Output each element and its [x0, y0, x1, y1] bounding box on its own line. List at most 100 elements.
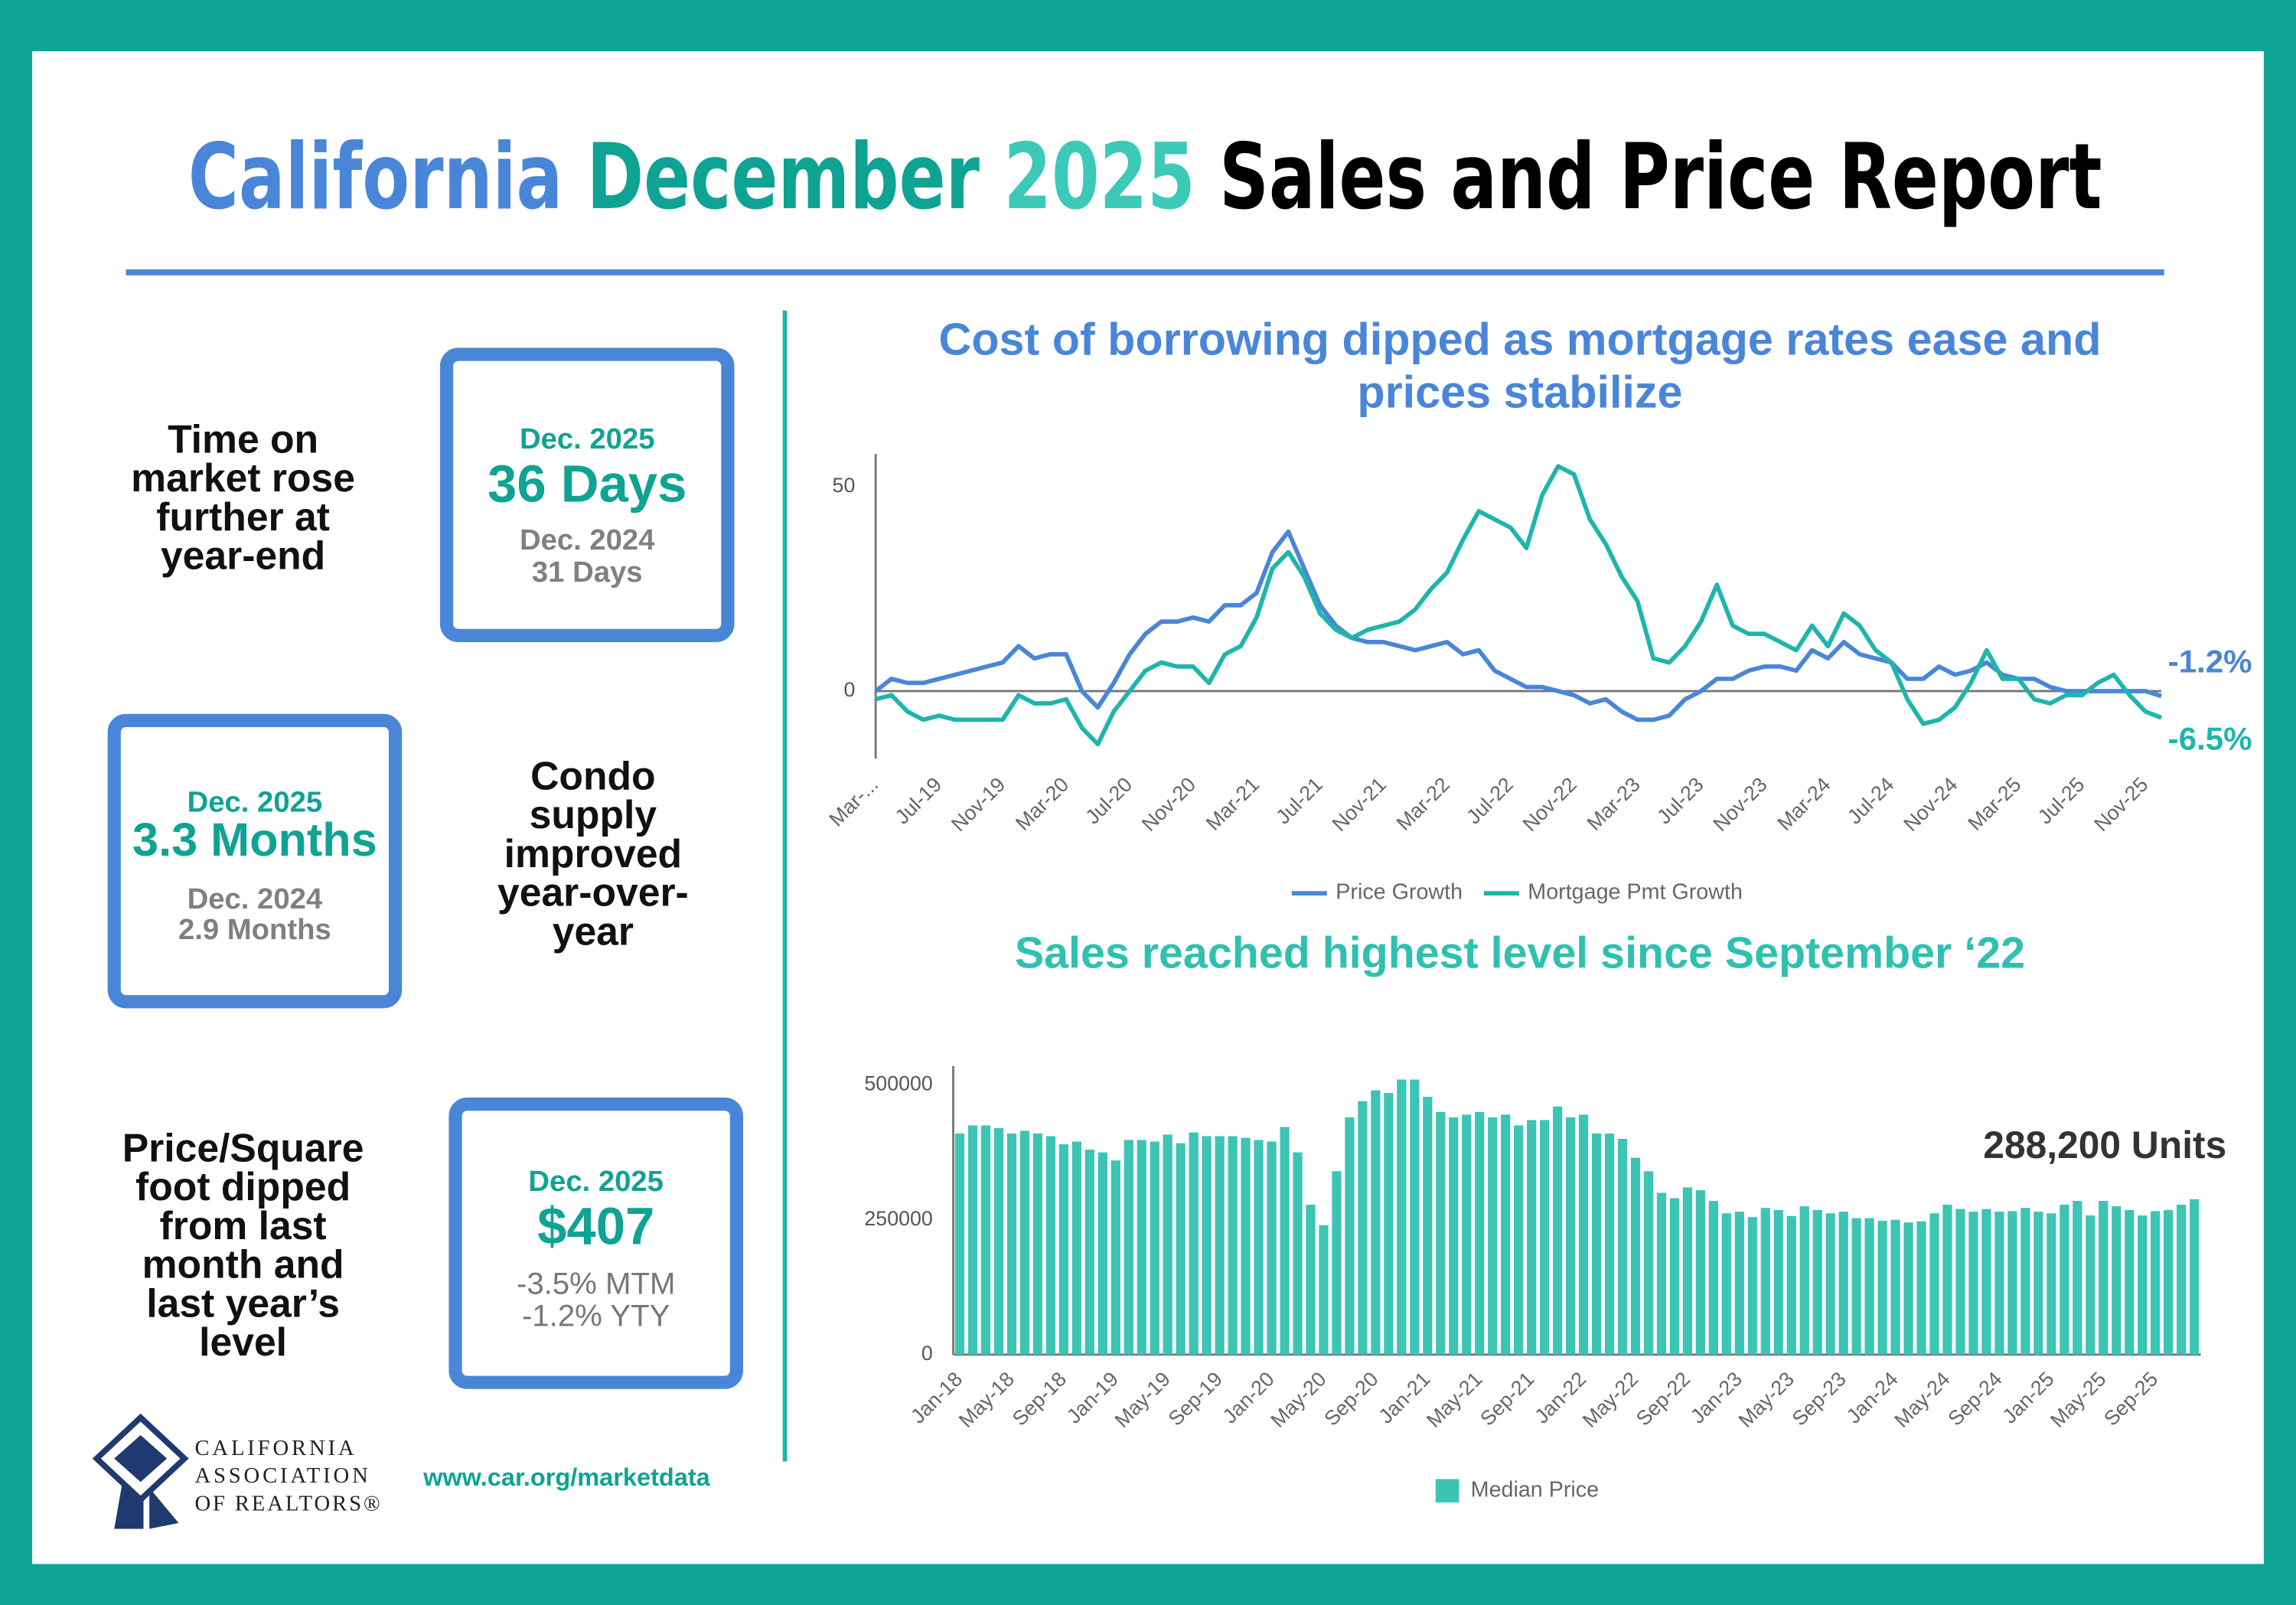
- bar: [1110, 1160, 1120, 1355]
- bar: [1695, 1189, 1706, 1355]
- bar: [1280, 1127, 1290, 1355]
- page-title: California December 2025 Sales and Price…: [188, 124, 2102, 230]
- y-tick-label: 0: [843, 678, 855, 701]
- stat-prior-period: Dec. 2024: [520, 524, 655, 556]
- bar: [1553, 1106, 1563, 1355]
- bar: [2086, 1215, 2095, 1355]
- bar: [1760, 1208, 1770, 1355]
- bar: [1319, 1225, 1329, 1355]
- legend-swatch: [1435, 1479, 1459, 1503]
- bar: [1345, 1117, 1355, 1355]
- bar: [1591, 1133, 1602, 1355]
- bar: [1942, 1204, 1952, 1355]
- bar: [1241, 1137, 1251, 1355]
- bar: [2138, 1215, 2148, 1355]
- bar: [1682, 1187, 1693, 1355]
- data-label: -6.5%: [2168, 720, 2252, 756]
- stat-description: level: [199, 1320, 287, 1364]
- bar: [1124, 1140, 1133, 1355]
- y-tick-label: 0: [921, 1342, 933, 1365]
- stat-change: -3.5% MTM: [517, 1267, 675, 1301]
- bar: [1084, 1150, 1094, 1355]
- bar: [1488, 1117, 1498, 1355]
- stat-value: 36 Days: [488, 454, 687, 513]
- bar: [1721, 1213, 1731, 1355]
- bar: [2190, 1199, 2200, 1355]
- stat-description: Condo: [530, 754, 655, 798]
- legend-label: Median Price: [1471, 1477, 1599, 1502]
- bar: [1423, 1097, 1433, 1355]
- chart-title: Cost of borrowing dipped as mortgage rat…: [939, 313, 2102, 364]
- bar: [1137, 1140, 1146, 1355]
- stat-period: Dec. 2025: [188, 786, 323, 819]
- bar: [993, 1127, 1004, 1355]
- bar: [1838, 1212, 1848, 1355]
- stat-description: year: [553, 909, 634, 953]
- bar: [1058, 1144, 1068, 1355]
- bar: [1189, 1132, 1199, 1355]
- org-name: CALIFORNIA: [194, 1436, 357, 1460]
- stat-description: Time on: [168, 416, 318, 461]
- title-part: December: [587, 124, 980, 230]
- bar: [1527, 1120, 1537, 1355]
- bar: [2020, 1208, 2030, 1355]
- bar: [2112, 1206, 2122, 1355]
- bar: [1475, 1111, 1485, 1355]
- stat-box: [107, 713, 403, 1009]
- stat-change: -1.2% YTY: [522, 1299, 670, 1333]
- bar: [1708, 1201, 1718, 1355]
- bar: [1929, 1213, 1939, 1355]
- bar: [1462, 1114, 1472, 1355]
- stat-description: month and: [142, 1242, 344, 1287]
- bar: [1565, 1117, 1576, 1355]
- line-series: [875, 464, 2163, 747]
- stat-description: improved: [504, 831, 682, 876]
- y-tick-label: 250000: [864, 1207, 932, 1230]
- bar: [1019, 1130, 1030, 1355]
- title-part: Sales and Price Report: [1219, 124, 2102, 230]
- bar: [954, 1133, 965, 1355]
- stat-description: foot dipped: [135, 1164, 351, 1209]
- bar: [2125, 1210, 2135, 1355]
- bar: [1656, 1192, 1667, 1355]
- stat-box: [439, 347, 735, 642]
- bar: [1228, 1136, 1238, 1355]
- chart-title: prices stabilize: [1357, 366, 1682, 417]
- stat-description: from last: [160, 1203, 327, 1248]
- bar: [1786, 1215, 1796, 1355]
- bar: [1773, 1210, 1783, 1355]
- stat-period: Dec. 2025: [520, 422, 655, 455]
- bar: [1163, 1134, 1172, 1355]
- bar: [1747, 1217, 1757, 1355]
- y-tick-label: 500000: [864, 1072, 932, 1095]
- stat-box: [448, 1098, 743, 1389]
- bar: [1540, 1120, 1550, 1355]
- bar: [1812, 1210, 1822, 1355]
- bar: [1410, 1079, 1420, 1355]
- bar: [2099, 1201, 2108, 1355]
- bar: [1630, 1157, 1641, 1355]
- stat-prior-value: 2.9 Months: [178, 913, 331, 946]
- org-name: OF REALTORS®: [194, 1491, 382, 1515]
- title-part: 2025: [1003, 124, 1195, 230]
- bar: [1501, 1114, 1511, 1355]
- bar: [1916, 1221, 1926, 1355]
- bar: [1006, 1133, 1017, 1355]
- bar: [2047, 1213, 2056, 1355]
- bar: [1306, 1204, 1316, 1355]
- bar: [1955, 1209, 1965, 1355]
- legend-label: Price Growth: [1336, 880, 1463, 905]
- bar: [1734, 1212, 1744, 1355]
- bar: [980, 1125, 991, 1355]
- bar: [1968, 1212, 1978, 1355]
- bar: [1254, 1140, 1264, 1355]
- bar: [1981, 1209, 1991, 1355]
- stat-description: year-over-: [497, 870, 689, 915]
- bar: [1578, 1114, 1589, 1355]
- bar: [2060, 1204, 2069, 1355]
- bar: [1293, 1152, 1303, 1355]
- bar: [1215, 1136, 1225, 1355]
- bar: [2073, 1201, 2082, 1355]
- bar: [1202, 1136, 1212, 1355]
